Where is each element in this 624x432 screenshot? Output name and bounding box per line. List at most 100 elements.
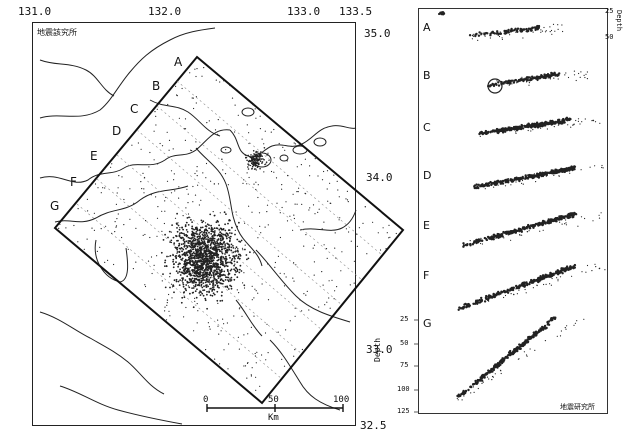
- epicenter-dot: [299, 299, 300, 300]
- epicenter-dot: [263, 143, 264, 144]
- epicenter-dot: [252, 367, 253, 368]
- epicenter-dot: [194, 298, 195, 299]
- epicenter-dot: [217, 134, 218, 135]
- epicenter-dot: [214, 183, 215, 184]
- epicenter-dot: [213, 242, 215, 244]
- epicenter-dot: [255, 390, 256, 391]
- epicenter-dot: [205, 238, 207, 240]
- epicenter-dot: [309, 207, 310, 208]
- epicenter-dot: [178, 186, 179, 187]
- epicenter-dot: [183, 316, 184, 317]
- scale-label-50: 50: [268, 395, 279, 406]
- epicenter-dot: [196, 96, 197, 97]
- epicenter-dot: [184, 241, 186, 243]
- epicenter-dot: [154, 131, 155, 132]
- epicenter-dot: [336, 286, 337, 287]
- epicenter-dot: [123, 199, 124, 200]
- epicenter-dot: [168, 256, 169, 257]
- epicenter-dot: [176, 240, 178, 242]
- epicenter-dot: [255, 163, 257, 165]
- epicenter-dot: [247, 166, 249, 168]
- epicenter-dot: [238, 337, 239, 338]
- epicenter-dot: [328, 297, 329, 298]
- epicenter-dot: [111, 163, 112, 164]
- epicenter-dot: [210, 277, 212, 279]
- epicenter-dot: [184, 234, 186, 236]
- epicenter-dot: [284, 150, 285, 151]
- epicenter-dot: [255, 377, 256, 378]
- epicenter-dot: [223, 256, 225, 258]
- epicenter-dot: [181, 250, 183, 252]
- epicenter-dot: [234, 251, 236, 253]
- epicenter-dot: [196, 274, 198, 276]
- epicenter-dot: [327, 188, 328, 189]
- epicenter-dot: [223, 271, 225, 273]
- epicenter-dot: [189, 293, 191, 295]
- epicenter-dot: [229, 85, 230, 86]
- epicenter-dot: [261, 354, 262, 355]
- epicenter-dot: [255, 108, 256, 109]
- epicenter-dot: [295, 204, 296, 205]
- epicenter-dot: [193, 108, 194, 109]
- epicenter-dot: [298, 188, 299, 189]
- epicenter-dot: [229, 241, 231, 243]
- epicenter-dot: [341, 251, 342, 252]
- epicenter-dot: [239, 269, 241, 271]
- epicenter-dot: [184, 263, 186, 265]
- epicenter-dot: [216, 241, 218, 243]
- epicenter-dot: [214, 359, 215, 360]
- epicenter-dot: [196, 270, 198, 272]
- epicenter-dot: [167, 132, 168, 133]
- epicenter-dot: [246, 160, 248, 162]
- epicenter-dot: [252, 158, 254, 160]
- epicenter-dot: [217, 272, 219, 274]
- epicenter-dot: [303, 221, 304, 222]
- epicenter-dot: [231, 244, 233, 246]
- epicenter-dot: [260, 232, 261, 233]
- epicenter-dot: [201, 220, 203, 222]
- epicenter-dot: [217, 228, 219, 230]
- epicenter-dot: [200, 259, 202, 261]
- epicenter-dot: [196, 102, 197, 103]
- epicenter-dot: [192, 269, 194, 271]
- epicenter-dot: [234, 261, 236, 263]
- epicenter-dot: [131, 145, 132, 146]
- epicenter-dot: [181, 297, 183, 299]
- epicenter-dot: [187, 282, 189, 284]
- epicenter-dot: [200, 238, 202, 240]
- epicenter-dot: [244, 249, 246, 251]
- epicenter-dot: [225, 173, 226, 174]
- epicenter-dot: [216, 221, 218, 223]
- epicenter-dot: [271, 132, 272, 133]
- epicenter-dot: [253, 153, 255, 155]
- epicenter-dot: [206, 294, 208, 296]
- epicenter-dot: [222, 234, 224, 236]
- epicenter-dot: [261, 162, 263, 164]
- epicenter-dot: [305, 295, 306, 296]
- epicenter-dot: [222, 239, 224, 241]
- epicenter-dot: [259, 154, 261, 156]
- epicenter-dot: [213, 240, 215, 242]
- epicenter-dot: [186, 69, 187, 70]
- epicenter-dot: [322, 179, 323, 180]
- epicenter-dot: [173, 148, 174, 149]
- epicenter-dot: [190, 257, 191, 258]
- epicenter-dot: [243, 284, 245, 286]
- epicenter-dot: [183, 286, 185, 288]
- epicenter-dot: [204, 258, 206, 260]
- epicenter-dot: [233, 279, 235, 281]
- epicenter-dot: [205, 250, 207, 252]
- epicenter-dot: [193, 264, 195, 266]
- epicenter-dot: [206, 284, 208, 286]
- epicenter-dot: [293, 281, 294, 282]
- epicenter-dot: [193, 257, 195, 259]
- epicenter-dot: [186, 251, 188, 253]
- epicenter-dot: [201, 293, 203, 295]
- epicenter-dot: [295, 264, 296, 265]
- epicenter-dot: [230, 236, 232, 238]
- epicenter-dot: [248, 143, 249, 144]
- epicenter-dot: [224, 223, 226, 225]
- epicenter-dot: [255, 355, 256, 356]
- epicenter-dot: [193, 283, 194, 284]
- epicenter-dot: [176, 235, 178, 237]
